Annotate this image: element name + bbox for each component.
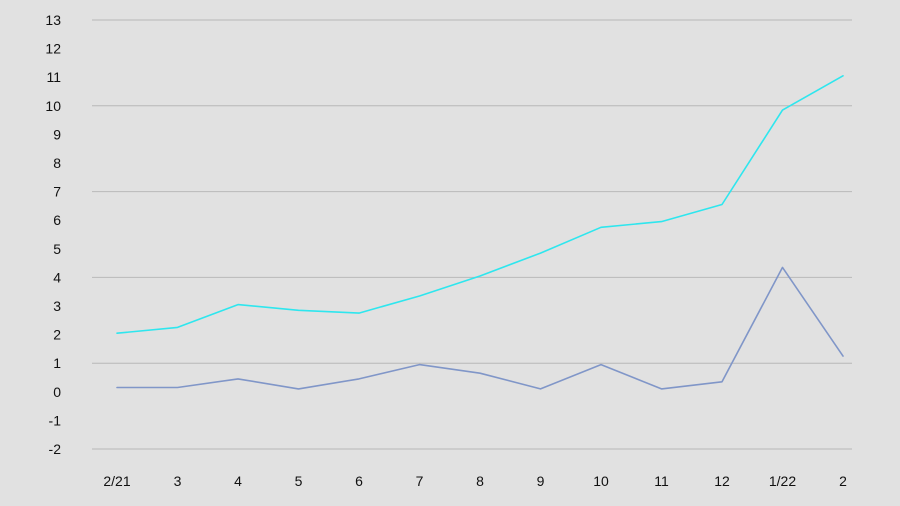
y-tick-label: 6 — [53, 212, 61, 228]
x-tick-label: 6 — [355, 473, 363, 489]
gridlines — [92, 19, 852, 450]
y-tick-label: 7 — [53, 184, 61, 200]
y-tick-label: 13 — [45, 12, 61, 28]
x-tick-label: 3 — [174, 473, 182, 489]
series-lines — [116, 75, 844, 390]
x-tick-label: 11 — [654, 473, 669, 489]
y-tick-label: 9 — [53, 126, 61, 142]
x-tick-label: 10 — [593, 473, 609, 489]
x-tick-label: 8 — [476, 473, 484, 489]
y-tick-label: 10 — [45, 98, 61, 114]
y-tick-label: 2 — [53, 327, 61, 343]
y-tick-label: 11 — [46, 69, 61, 85]
x-tick-label: 2 — [839, 473, 847, 489]
y-tick-label: 4 — [53, 269, 61, 285]
x-tick-label: 7 — [416, 473, 424, 489]
x-tick-label: 2/21 — [103, 473, 130, 489]
x-tick-label: 9 — [537, 473, 545, 489]
x-tick-label: 5 — [295, 473, 303, 489]
y-tick-label: 5 — [53, 241, 61, 257]
y-tick-label: 0 — [53, 384, 61, 400]
x-axis-labels: 2/21 3 4 5 6 7 8 9 10 11 12 1/22 2 — [103, 473, 847, 489]
x-tick-label: 4 — [234, 473, 242, 489]
y-tick-label: -2 — [49, 441, 62, 457]
series-line-1 — [116, 75, 844, 335]
y-tick-label: 12 — [45, 41, 61, 57]
y-tick-label: 3 — [53, 298, 61, 314]
x-tick-label: 12 — [714, 473, 730, 489]
y-tick-label: 1 — [53, 355, 61, 371]
series-line-2 — [116, 266, 844, 390]
y-tick-label: 8 — [53, 155, 61, 171]
x-tick-label: 1/22 — [769, 473, 796, 489]
y-tick-label: -1 — [49, 412, 62, 428]
